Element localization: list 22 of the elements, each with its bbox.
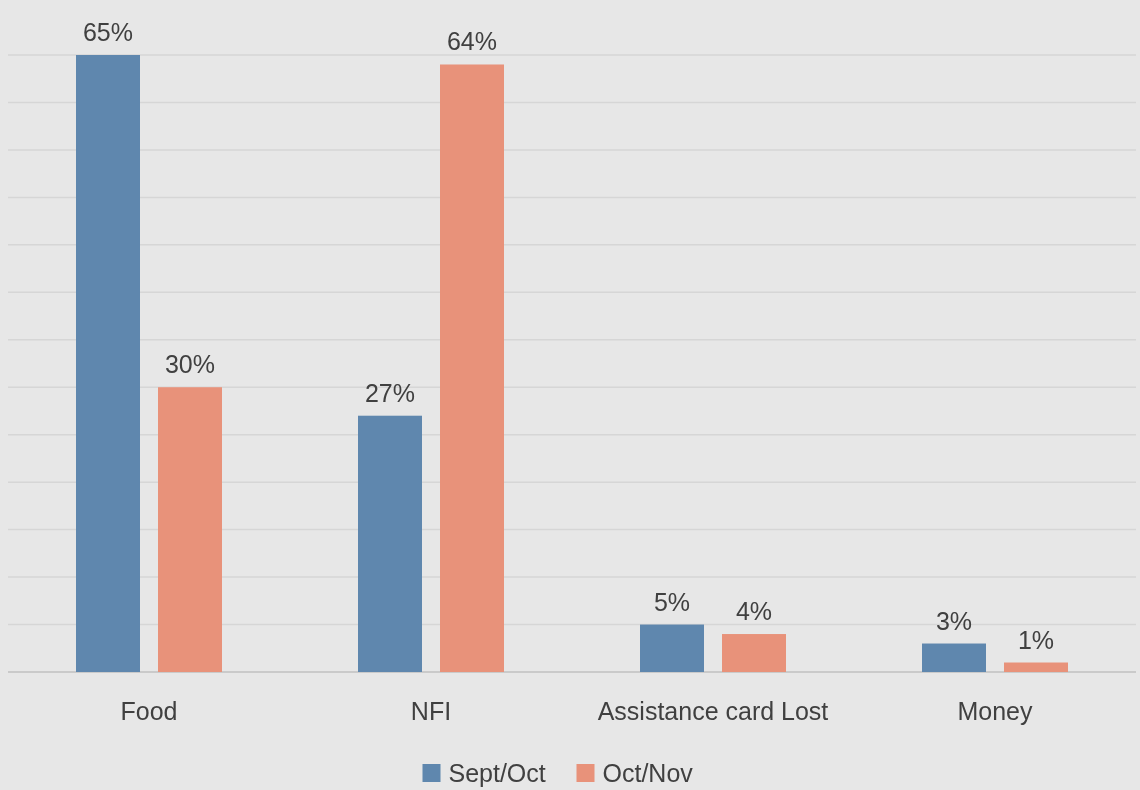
data-label: 5%	[653, 587, 691, 616]
data-label: 3%	[935, 606, 973, 635]
bar	[640, 624, 704, 672]
x-tick-label: Money	[957, 697, 1034, 725]
bar	[722, 634, 786, 672]
data-label: 1%	[1017, 625, 1055, 654]
legend-label: Oct/Nov	[602, 759, 694, 787]
data-label: 65%	[82, 18, 134, 46]
bar	[440, 64, 504, 672]
data-label: 64%	[446, 27, 498, 56]
bar	[76, 55, 140, 672]
bar	[158, 387, 222, 672]
data-label: 27%	[364, 378, 416, 407]
legend-label: Sept/Oct	[448, 759, 546, 787]
data-label: 30%	[164, 350, 216, 379]
bar	[922, 643, 986, 672]
data-label: 4%	[735, 597, 773, 626]
x-tick-label: Assistance card Lost	[597, 697, 829, 725]
bar	[1004, 662, 1068, 672]
x-tick-label: Food	[120, 697, 178, 725]
x-tick-label: NFI	[410, 697, 452, 725]
bar	[358, 415, 422, 672]
